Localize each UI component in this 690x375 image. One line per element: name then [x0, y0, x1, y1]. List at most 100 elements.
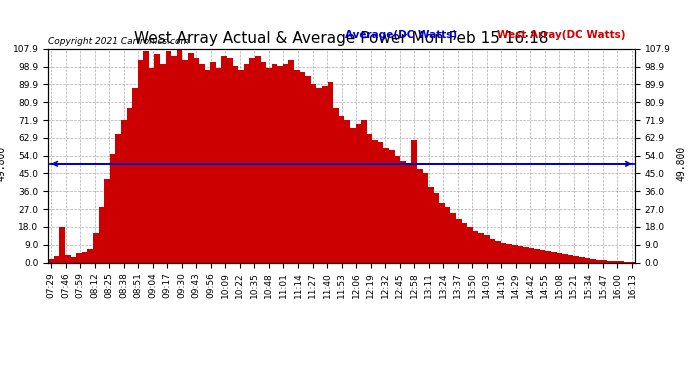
Bar — [132, 88, 138, 262]
Bar — [266, 68, 272, 262]
Bar — [138, 60, 144, 262]
Bar — [149, 68, 155, 262]
Bar — [305, 76, 310, 262]
Bar — [155, 54, 160, 262]
Bar — [182, 60, 188, 262]
Bar — [411, 140, 417, 262]
Bar — [126, 108, 132, 262]
Bar — [288, 60, 294, 262]
Title: West Array Actual & Average Power Mon Feb 15 16:18: West Array Actual & Average Power Mon Fe… — [135, 31, 549, 46]
Bar — [221, 57, 227, 262]
Bar — [171, 57, 177, 262]
Bar — [166, 51, 171, 262]
Bar — [462, 223, 467, 262]
Bar — [339, 116, 344, 262]
Bar — [177, 48, 182, 262]
Bar — [523, 247, 529, 262]
Bar — [545, 251, 551, 262]
Text: Average(DC Watts): Average(DC Watts) — [345, 30, 457, 40]
Bar — [310, 84, 317, 262]
Bar — [495, 241, 501, 262]
Bar — [540, 250, 545, 262]
Bar — [93, 233, 99, 262]
Bar — [590, 258, 595, 262]
Bar — [512, 244, 518, 262]
Bar — [422, 173, 428, 262]
Bar — [193, 58, 199, 262]
Bar — [261, 62, 266, 262]
Bar — [344, 120, 350, 262]
Bar — [76, 253, 82, 262]
Bar — [490, 239, 495, 262]
Bar — [227, 58, 233, 262]
Bar — [277, 66, 283, 262]
Bar — [389, 150, 395, 262]
Bar — [445, 207, 451, 262]
Bar — [440, 203, 445, 262]
Bar — [249, 58, 255, 262]
Bar — [82, 252, 88, 262]
Bar — [115, 134, 121, 262]
Bar — [99, 207, 104, 262]
Bar — [467, 227, 473, 262]
Bar — [484, 235, 490, 262]
Bar — [607, 261, 613, 262]
Bar — [272, 64, 277, 262]
Text: West Array(DC Watts): West Array(DC Watts) — [497, 30, 625, 40]
Bar — [406, 164, 411, 262]
Bar — [333, 108, 339, 262]
Bar — [160, 64, 166, 262]
Bar — [104, 179, 110, 262]
Bar — [551, 252, 557, 262]
Bar — [188, 53, 193, 262]
Bar — [478, 233, 484, 262]
Bar — [518, 246, 523, 262]
Bar — [373, 140, 378, 262]
Bar — [624, 261, 629, 262]
Bar — [48, 258, 54, 262]
Text: Copyright 2021 Cartronics.com: Copyright 2021 Cartronics.com — [48, 38, 190, 46]
Bar — [451, 213, 456, 262]
Bar — [205, 70, 210, 262]
Bar — [434, 193, 440, 262]
Bar — [144, 51, 149, 262]
Bar — [562, 254, 568, 262]
Bar — [579, 256, 584, 262]
Bar — [400, 162, 406, 262]
Bar — [317, 88, 322, 262]
Bar — [350, 128, 355, 262]
Bar — [210, 62, 216, 262]
Bar — [70, 256, 76, 262]
Bar — [322, 86, 328, 262]
Bar — [378, 142, 384, 262]
Bar — [395, 156, 400, 262]
Bar — [88, 249, 93, 262]
Bar — [366, 134, 373, 262]
Bar — [568, 255, 573, 262]
Bar — [529, 248, 534, 262]
Bar — [283, 64, 288, 262]
Bar — [534, 249, 540, 262]
Bar — [233, 66, 238, 262]
Bar — [417, 170, 422, 262]
Bar — [59, 227, 65, 262]
Bar — [361, 120, 366, 262]
Bar — [601, 260, 607, 262]
Bar — [121, 120, 126, 262]
Bar — [238, 70, 244, 262]
Bar — [199, 64, 205, 262]
Bar — [294, 70, 299, 262]
Text: 49.800: 49.800 — [0, 146, 6, 182]
Bar — [110, 153, 115, 262]
Bar — [244, 64, 249, 262]
Bar — [557, 253, 562, 262]
Bar — [584, 258, 590, 262]
Bar — [355, 124, 361, 262]
Bar — [216, 68, 221, 262]
Bar — [65, 255, 70, 262]
Bar — [501, 243, 506, 262]
Bar — [506, 244, 512, 262]
Bar — [456, 219, 462, 262]
Text: 49.800: 49.800 — [677, 146, 687, 182]
Bar — [618, 261, 624, 262]
